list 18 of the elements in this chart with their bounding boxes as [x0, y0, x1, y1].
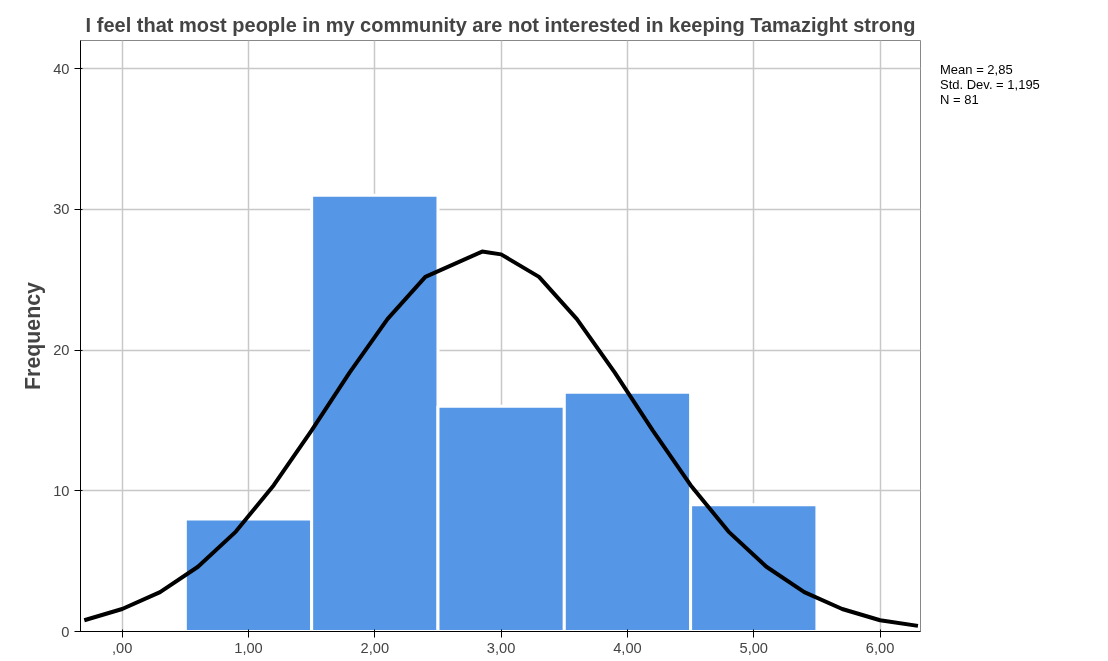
x-tick-label: ,00: [112, 639, 133, 656]
text: N = 81: [940, 92, 980, 107]
y-tick-label: 30: [53, 201, 70, 218]
x-tick-label: 1,00: [234, 639, 263, 656]
y-axis-title: Frequency: [21, 281, 46, 390]
text: Mean = 2,85: [940, 62, 1014, 77]
y-tick-label: 0: [61, 623, 70, 640]
y-tick-label: 40: [53, 60, 70, 77]
x-tick-label: 4,00: [613, 639, 642, 656]
x-tick-label: 6,00: [865, 639, 895, 656]
x-tick-label: 2,00: [360, 639, 390, 656]
y-tick-label: 20: [53, 342, 70, 359]
text: Std. Dev. = 1,195: [940, 77, 1040, 92]
chart-title: I feel that most people in my community are not interested in keeping Tamazight strong: [85, 13, 916, 36]
x-tick-label: 5,00: [739, 639, 769, 656]
y-tick-label: 10: [53, 482, 70, 499]
x-tick-label: 3,00: [486, 639, 516, 656]
line-series: [82, 249, 920, 628]
